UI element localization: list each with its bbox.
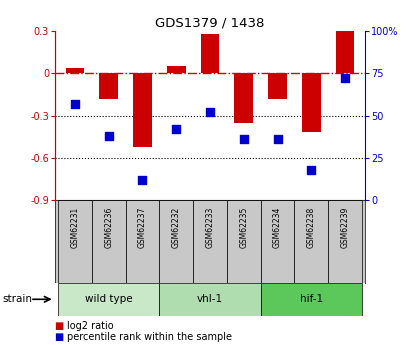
Text: vhl-1: vhl-1 xyxy=(197,294,223,304)
Text: GSM62237: GSM62237 xyxy=(138,207,147,248)
Point xyxy=(139,177,146,183)
Bar xyxy=(92,200,126,283)
Bar xyxy=(261,200,294,283)
Bar xyxy=(201,34,219,73)
Text: GSM62233: GSM62233 xyxy=(205,207,215,248)
Text: percentile rank within the sample: percentile rank within the sample xyxy=(67,333,232,342)
Bar xyxy=(227,200,261,283)
Bar xyxy=(133,73,152,147)
Bar xyxy=(100,73,118,99)
Text: GSM62234: GSM62234 xyxy=(273,207,282,248)
Text: wild type: wild type xyxy=(85,294,132,304)
Bar xyxy=(294,200,328,283)
Bar xyxy=(268,73,287,99)
Bar xyxy=(66,68,84,73)
Point xyxy=(173,126,180,132)
Text: GSM62239: GSM62239 xyxy=(341,207,349,248)
Bar xyxy=(336,31,354,73)
Bar xyxy=(159,200,193,283)
Bar xyxy=(167,66,186,73)
Point xyxy=(274,137,281,142)
Bar xyxy=(302,73,320,132)
Bar xyxy=(159,283,261,316)
Text: strain: strain xyxy=(2,294,32,304)
Text: GSM62238: GSM62238 xyxy=(307,207,316,248)
Text: ■: ■ xyxy=(55,321,64,331)
Text: GSM62235: GSM62235 xyxy=(239,207,248,248)
Text: GSM62231: GSM62231 xyxy=(71,207,79,248)
Text: hif-1: hif-1 xyxy=(300,294,323,304)
Bar xyxy=(126,200,159,283)
Bar xyxy=(328,200,362,283)
Bar xyxy=(193,200,227,283)
Point xyxy=(308,167,315,172)
Bar xyxy=(261,283,362,316)
Text: GSM62232: GSM62232 xyxy=(172,207,181,248)
Text: ■: ■ xyxy=(55,333,64,342)
Text: log2 ratio: log2 ratio xyxy=(67,321,114,331)
Bar xyxy=(58,283,159,316)
Point xyxy=(207,109,213,115)
Point xyxy=(342,76,349,81)
Bar xyxy=(58,200,92,283)
Text: GSM62236: GSM62236 xyxy=(104,207,113,248)
Title: GDS1379 / 1438: GDS1379 / 1438 xyxy=(155,17,265,30)
Point xyxy=(240,137,247,142)
Point xyxy=(71,101,78,107)
Bar xyxy=(234,73,253,122)
Point xyxy=(105,133,112,139)
